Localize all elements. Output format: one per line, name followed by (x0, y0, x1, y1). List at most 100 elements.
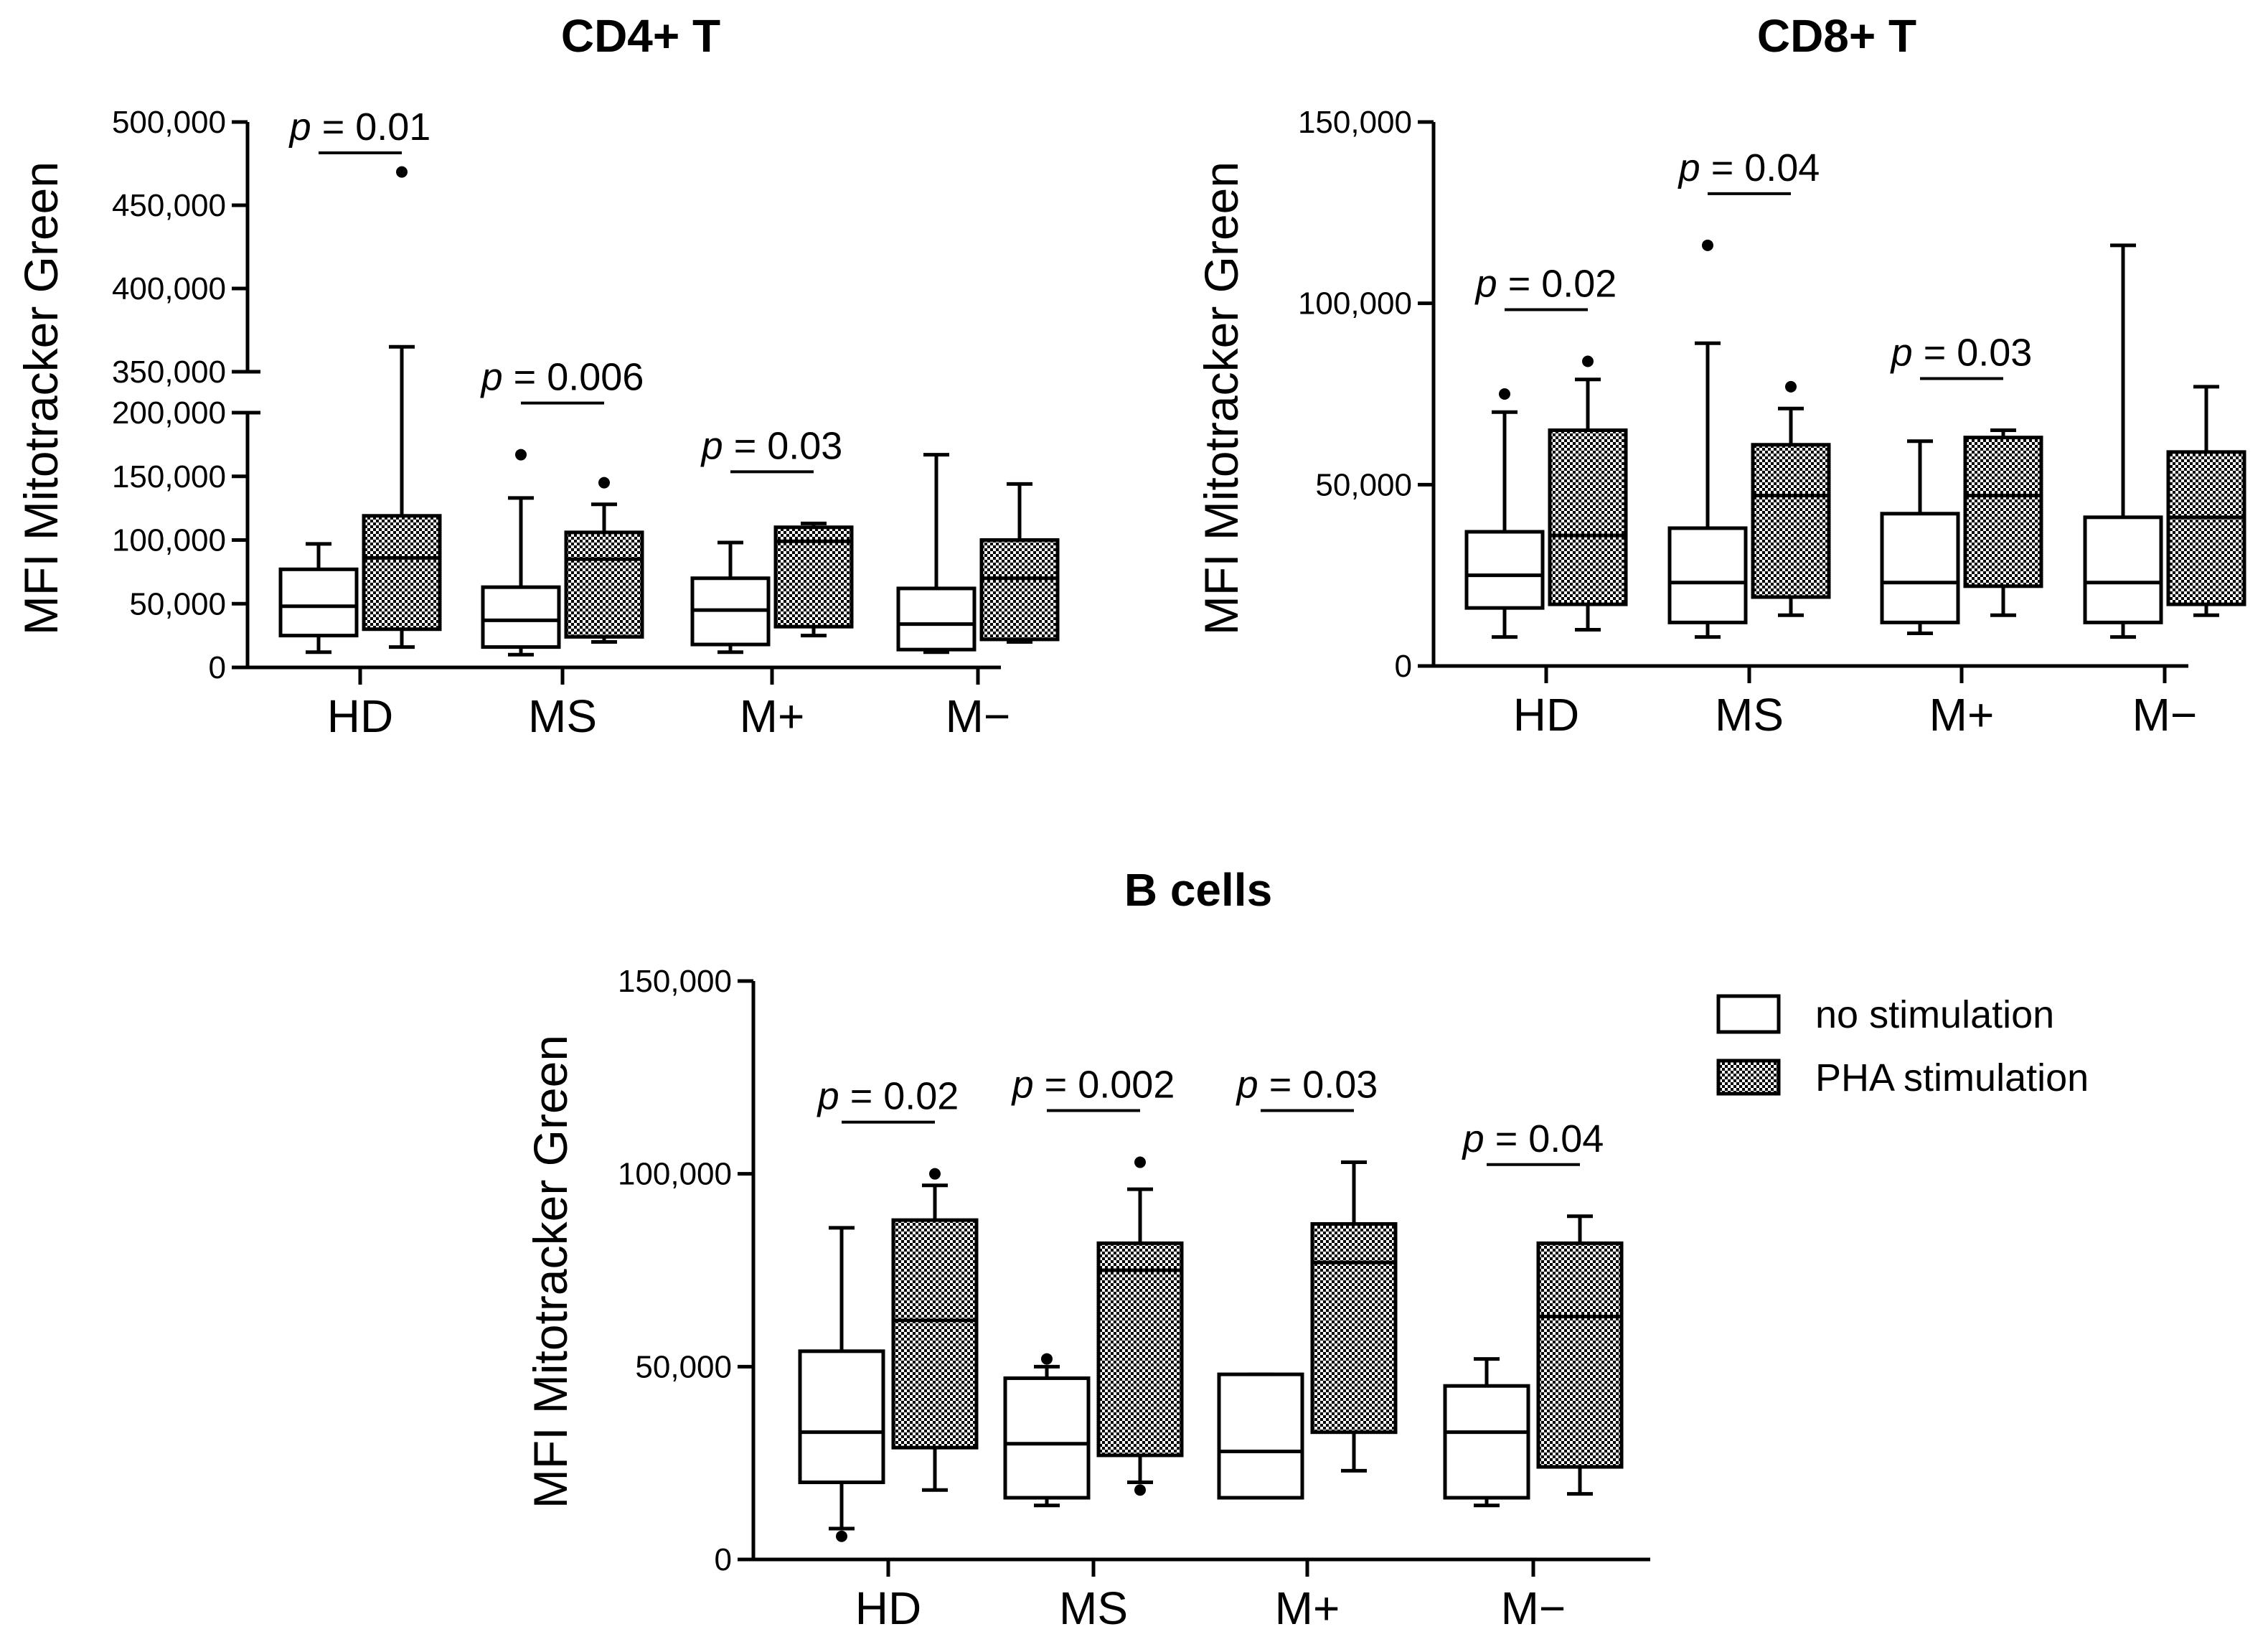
box-no-stimulation-cd4 (690, 540, 771, 654)
box-iqr (773, 525, 854, 629)
legend-swatch-no-stimulation (1716, 994, 1781, 1034)
outlier-point (929, 1168, 941, 1180)
outlier-point (1041, 1353, 1053, 1365)
p-value-label: p = 0.02 (1474, 263, 1617, 306)
y-tick-label: 150,000 (112, 459, 226, 494)
box-iqr (1096, 1241, 1184, 1458)
chart-title-bcells: B cells (1124, 864, 1272, 916)
box-iqr (564, 530, 644, 639)
box-no-stimulation-bcells (798, 1226, 885, 1542)
x-tick-label: M− (946, 690, 1011, 742)
box-iqr (2083, 515, 2163, 624)
box-iqr (278, 567, 359, 638)
box-no-stimulation-cd8 (1464, 388, 1545, 639)
outlier-point (598, 477, 610, 489)
y-axis-label-cd8: MFI Mitotracker Green (1195, 161, 1248, 635)
chart-title-cd4: CD4+ T (561, 10, 720, 62)
legend: no stimulation PHA stimulation (1716, 993, 2089, 1099)
box-pha-stimulation-cd8 (1963, 428, 2043, 617)
box-no-stimulation-bcells (1217, 1372, 1304, 1500)
y-tick-label: 0 (209, 650, 226, 685)
box-pha-stimulation-bcells (1096, 1156, 1184, 1496)
y-tick-label: 50,000 (1315, 467, 1412, 502)
y-tick-label: 100,000 (618, 1157, 732, 1192)
box-iqr (1880, 512, 1960, 624)
outlier-point (1785, 380, 1797, 393)
chart-bcells: 0 50,000 100,000 150,000 HD MS M+ M− p = 0.02 p =… (618, 964, 1650, 1634)
outlier-point (1134, 1156, 1146, 1168)
p-value-annotation: p = 0.006 (480, 356, 644, 405)
box-iqr (1963, 436, 2043, 588)
chart-title-cd8: CD8+ T (1757, 10, 1916, 62)
box-pha-stimulation-cd8 (1548, 355, 1628, 632)
y-tick-label: 500,000 (112, 105, 226, 140)
p-value-annotation: p = 0.04 (1678, 146, 1820, 195)
p-value-annotation: p = 0.002 (1011, 1064, 1175, 1112)
box-pha-stimulation-cd4 (362, 166, 442, 649)
y-tick-label: 50,000 (635, 1349, 732, 1384)
box-iqr (481, 585, 561, 649)
box-iqr (1310, 1222, 1398, 1435)
p-value-label: p = 0.006 (480, 356, 644, 399)
p-value-label: p = 0.02 (817, 1075, 959, 1118)
box-iqr (798, 1349, 885, 1485)
box-pha-stimulation-bcells (891, 1168, 979, 1492)
x-tick-label: M+ (740, 690, 805, 742)
box-iqr (896, 586, 977, 652)
x-tick-label: M− (2132, 689, 2198, 741)
y-tick-label: 100,000 (112, 523, 226, 558)
box-iqr (1443, 1384, 1530, 1500)
x-tick-label: MS (1715, 689, 1784, 741)
y-tick-label: 0 (715, 1542, 732, 1577)
outlier-point (515, 449, 527, 461)
y-tick-label: 150,000 (618, 964, 732, 999)
y-tick-label: 400,000 (112, 271, 226, 306)
box-no-stimulation-cd4 (481, 449, 561, 657)
box-no-stimulation-cd4 (896, 453, 977, 654)
box-iqr (1217, 1372, 1304, 1500)
y-tick-label: 150,000 (1298, 105, 1412, 140)
y-axis-label-cd4: MFI Mitotracker Green (14, 161, 67, 635)
outlier-point (1702, 239, 1713, 251)
outlier-point (836, 1530, 847, 1542)
y-tick-label: 200,000 (112, 395, 226, 431)
p-value-annotation: p = 0.01 (288, 105, 431, 154)
outlier-point (1499, 388, 1510, 400)
p-value-label: p = 0.04 (1462, 1117, 1604, 1160)
p-value-label: p = 0.04 (1678, 146, 1820, 189)
p-value-label: p = 0.03 (1890, 332, 2033, 375)
y-tick-label: 100,000 (1298, 286, 1412, 322)
p-value-label: p = 0.03 (700, 424, 843, 467)
y-tick-label: 450,000 (112, 188, 226, 223)
p-value-label: p = 0.01 (288, 105, 431, 149)
p-value-annotation: p = 0.02 (1474, 263, 1617, 311)
p-value-label: p = 0.03 (1236, 1064, 1378, 1107)
p-value-annotation: p = 0.03 (1890, 332, 2033, 380)
chart-cd4: 0 50,000 100,000 150,000 200,000 350,000 400,0… (112, 105, 1060, 742)
box-no-stimulation-cd4 (278, 542, 359, 654)
outlier-point (396, 166, 408, 178)
outlier-point (1134, 1484, 1146, 1496)
box-iqr (1003, 1376, 1091, 1500)
legend-swatch-pha-stimulation (1716, 1059, 1781, 1096)
box-pha-stimulation-bcells (1310, 1160, 1398, 1473)
legend-label-pha-stimulation: PHA stimulation (1815, 1056, 2089, 1099)
x-tick-label: MS (528, 690, 597, 742)
box-iqr (891, 1218, 979, 1450)
box-no-stimulation-bcells (1003, 1353, 1091, 1508)
p-value-annotation: p = 0.04 (1462, 1117, 1604, 1166)
box-iqr (1667, 526, 1748, 624)
p-value-annotation: p = 0.03 (700, 424, 843, 474)
x-tick-label: M− (1501, 1582, 1566, 1634)
p-value-label: p = 0.002 (1011, 1064, 1175, 1107)
x-tick-label: MS (1059, 1582, 1128, 1634)
box-iqr (362, 514, 442, 632)
box-no-stimulation-cd8 (2083, 243, 2163, 639)
box-iqr (1464, 530, 1545, 610)
x-tick-label: HD (855, 1582, 921, 1634)
box-no-stimulation-bcells (1443, 1357, 1530, 1508)
box-pha-stimulation-cd4 (564, 477, 644, 644)
box-iqr (1548, 428, 1628, 606)
x-tick-label: HD (1513, 689, 1579, 741)
